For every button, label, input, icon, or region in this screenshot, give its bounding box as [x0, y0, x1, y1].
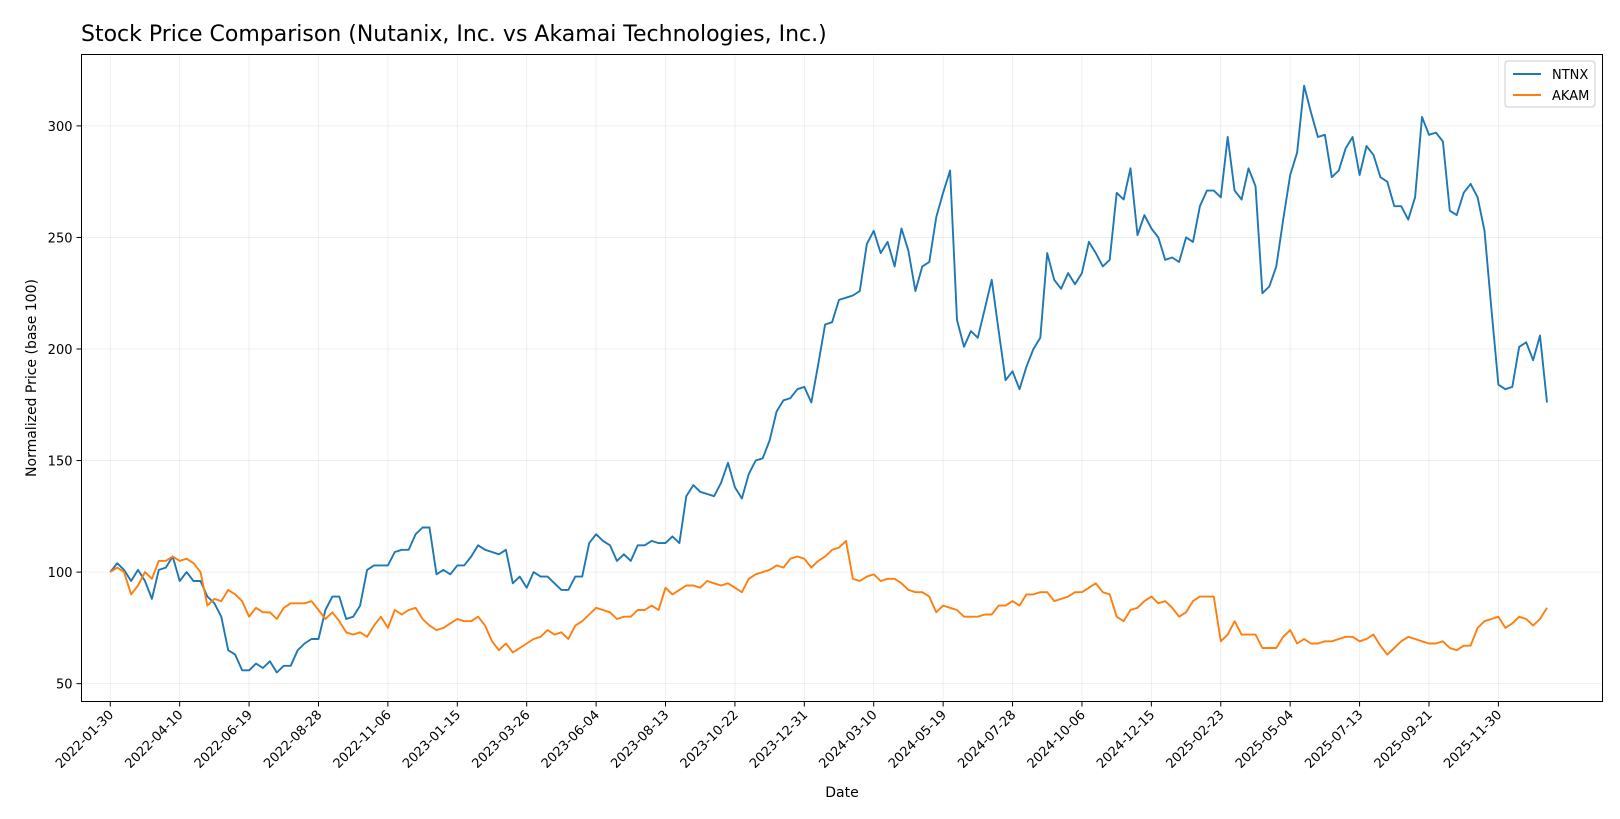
series-lines [109, 84, 1548, 674]
x-tick-label: 2024-10-06 [1025, 708, 1089, 772]
x-tick-label: 2024-07-28 [955, 708, 1019, 772]
x-tick-label: 2025-07-13 [1302, 708, 1366, 772]
x-tick-label: 2022-04-10 [122, 708, 186, 772]
x-tick-label: 2023-06-04 [539, 708, 603, 772]
y-tick-label: 300 [48, 120, 73, 135]
series-line-ntnx [109, 84, 1548, 674]
x-tick-label: 2022-11-06 [331, 708, 395, 772]
x-tick-label: 2022-08-28 [261, 708, 325, 772]
x-tick-label: 2022-06-19 [192, 708, 256, 772]
x-tick-label: 2024-03-10 [817, 708, 881, 772]
x-tick-label: 2025-05-04 [1233, 708, 1297, 772]
y-tick-label: 250 [48, 231, 73, 246]
plot-frame [81, 54, 1603, 702]
y-axis: 50 100 150 200 250 300 [48, 120, 82, 693]
x-tick-label: 2023-01-15 [400, 708, 464, 772]
legend: NTNX AKAM [1504, 60, 1596, 108]
x-tick-label: 2023-12-31 [747, 708, 811, 772]
x-tick-label: 2024-12-15 [1094, 708, 1158, 772]
x-tick-label: 2023-10-22 [678, 708, 742, 772]
legend-label-akam: AKAM [1552, 89, 1589, 104]
chart-title: Stock Price Comparison (Nutanix, Inc. vs… [81, 22, 827, 47]
y-tick-label: 150 [48, 455, 73, 470]
legend-label-ntnx: NTNX [1552, 68, 1588, 83]
x-axis: 2022-01-30 2022-04-10 2022-06-19 2022-08-28… [53, 701, 1505, 772]
y-tick-label: 100 [48, 566, 73, 581]
y-tick-label: 50 [56, 678, 73, 693]
y-axis-label: Normalized Price (base 100) [24, 279, 40, 477]
x-tick-label: 2023-08-13 [608, 708, 672, 772]
x-tick-label: 2025-09-21 [1372, 708, 1436, 772]
x-axis-label: Date [825, 785, 858, 801]
x-tick-label: 2023-03-26 [469, 708, 533, 772]
y-tick-label: 200 [48, 343, 73, 358]
x-tick-label: 2025-11-30 [1441, 708, 1505, 772]
x-tick-label: 2024-05-19 [886, 708, 950, 772]
series-line-akam [109, 539, 1548, 656]
x-tick-label: 2022-01-30 [53, 708, 117, 772]
grid [81, 54, 1603, 702]
x-tick-label: 2025-02-23 [1164, 708, 1228, 772]
